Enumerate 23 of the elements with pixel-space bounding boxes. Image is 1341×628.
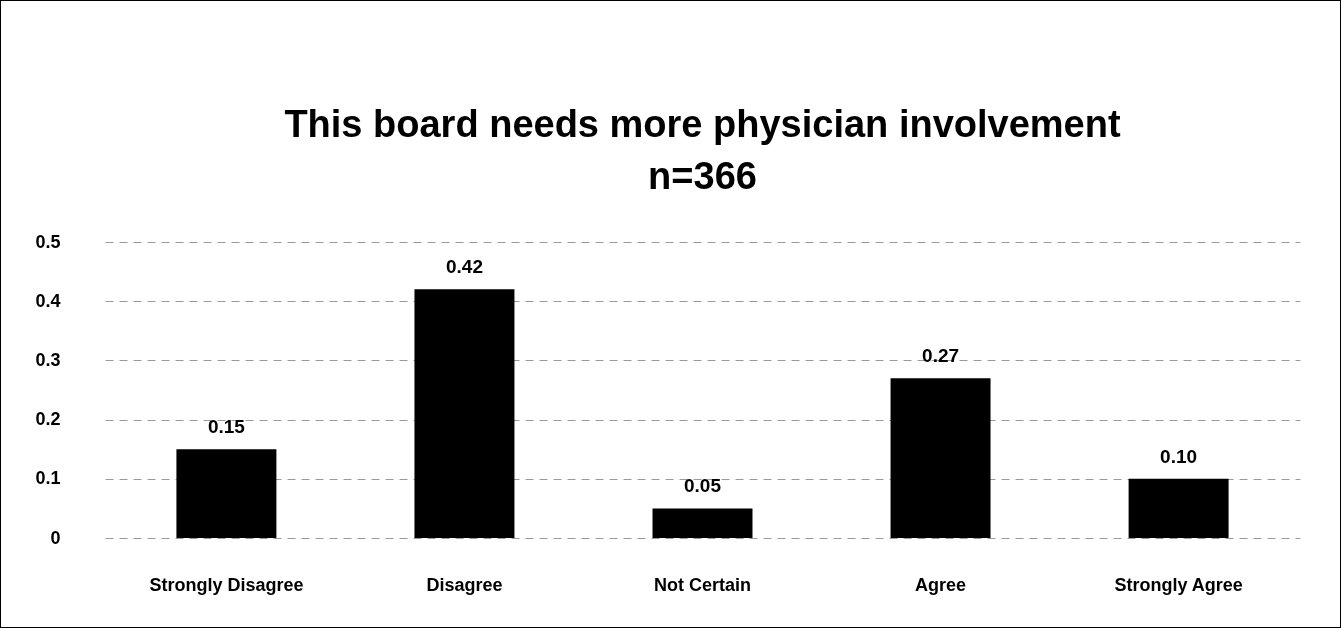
y-tick-label: 0.4 xyxy=(35,290,61,311)
y-tick-label: 0.2 xyxy=(35,409,61,430)
x-tick-label: Disagree xyxy=(426,574,503,595)
chart-subtitle: n=366 xyxy=(648,155,757,197)
bar xyxy=(890,378,991,538)
y-tick-label: 0 xyxy=(50,527,61,548)
x-tick-label: Agree xyxy=(915,574,967,595)
data-label: 0.05 xyxy=(684,475,722,497)
y-tick-label: 0.5 xyxy=(35,231,61,252)
data-label: 0.27 xyxy=(922,345,960,367)
data-label: 0.42 xyxy=(445,256,483,278)
y-tick-label: 0.1 xyxy=(35,468,61,489)
x-tick-label: Strongly Agree xyxy=(1114,574,1243,595)
bar xyxy=(176,449,277,538)
bar xyxy=(652,508,753,538)
bar xyxy=(1128,478,1229,538)
bar xyxy=(414,289,515,538)
x-tick-label: Not Certain xyxy=(653,574,752,595)
data-label: 0.15 xyxy=(207,416,246,438)
y-tick-label: 0.3 xyxy=(35,349,61,370)
chart-title: This board needs more physician involvement xyxy=(284,103,1121,145)
data-label: 0.10 xyxy=(1160,445,1198,467)
x-tick-label: Strongly Disagree xyxy=(149,574,304,595)
